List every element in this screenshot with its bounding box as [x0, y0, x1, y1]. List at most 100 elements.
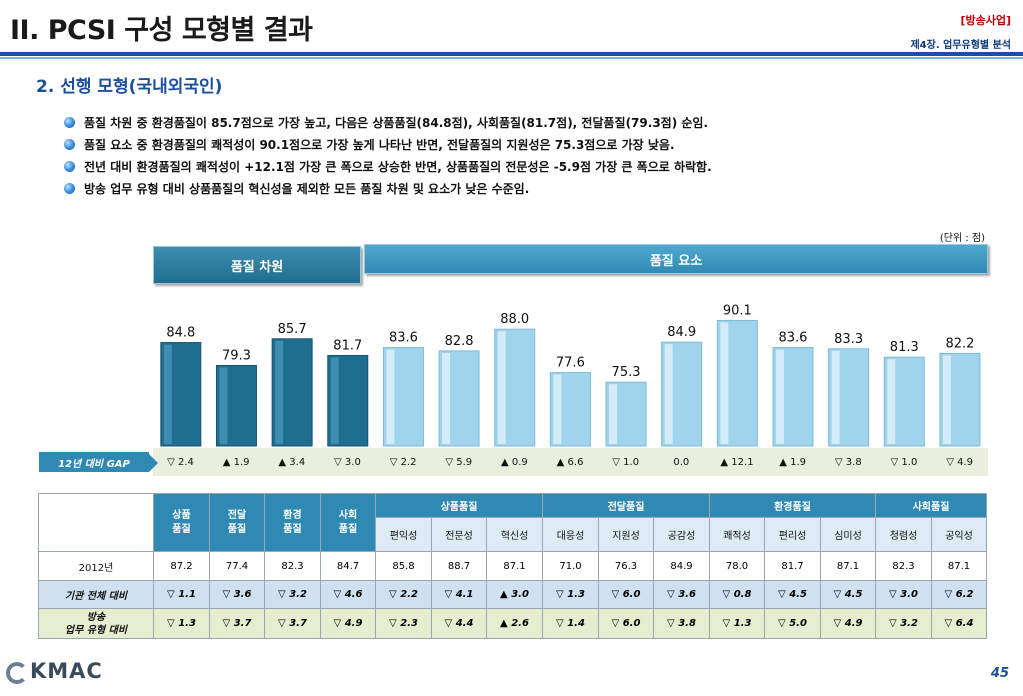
gap-value: ▽ 5.9: [445, 456, 473, 468]
table-cell: 87.1: [931, 551, 987, 581]
table-cell: 87.2: [153, 551, 210, 581]
bar-value-label: 90.1: [723, 303, 752, 318]
bar-highlight: [553, 374, 562, 444]
table-cell: ▽ 3.6: [209, 580, 265, 609]
dimension-header: 전달 품질: [209, 493, 265, 552]
table-cell: 76.3: [598, 551, 654, 581]
gap-label: 12년 대비 GAP: [38, 451, 158, 473]
table-cell: ▽ 1.3: [709, 608, 765, 639]
page-number: 45: [990, 666, 1009, 681]
bar-value-label: 88.0: [500, 312, 529, 327]
bar-highlight: [442, 352, 451, 444]
element-header: 공감성: [653, 517, 710, 552]
bar-highlight: [219, 367, 228, 444]
element-header: 청렴성: [875, 517, 932, 552]
table-cell: 81.7: [764, 551, 821, 581]
page-title: II. PCSI 구성 모형별 결과: [10, 15, 313, 46]
element-header: 전문성: [431, 517, 487, 552]
table-cell: 82.3: [264, 551, 321, 581]
gap-value: ▲ 12.1: [720, 456, 754, 468]
table-cell: ▽ 6.0: [598, 608, 654, 639]
table-cell: ▽ 3.6: [653, 580, 710, 609]
table-cell: ▽ 5.0: [764, 608, 821, 639]
gap-value: ▲ 1.9: [779, 456, 807, 468]
summary-bullets: 품질 차원 중 환경품질이 85.7점으로 가장 높고, 다음은 상품품질(84…: [64, 115, 1004, 203]
bullet-text: 전년 대비 환경품질의 쾌적성이 +12.1점 가장 큰 폭으로 상승한 반면,…: [84, 160, 712, 174]
element-panel-header: 품질 요소: [364, 244, 988, 274]
unit-label: (단위 : 점): [939, 233, 985, 244]
bar-value-label: 81.7: [333, 338, 362, 353]
gap-value: ▲ 6.6: [556, 456, 584, 468]
table-cell: ▽ 1.4: [542, 608, 599, 639]
bar-value-label: 83.6: [778, 331, 807, 346]
table-cell: 85.8: [375, 551, 432, 581]
bar-value-label: 85.7: [278, 322, 307, 337]
bar-highlight: [386, 349, 395, 444]
bar-value-label: 79.3: [222, 348, 251, 363]
table-cell: ▽ 3.0: [875, 580, 932, 609]
table-cell: ▽ 3.7: [209, 608, 265, 639]
table-cell: ▽ 1.3: [542, 580, 599, 609]
gap-value: ▽ 2.2: [389, 456, 417, 468]
element-header: 대응성: [542, 517, 599, 552]
table-cell: ▽ 6.2: [931, 580, 987, 609]
table-cell: ▽ 4.9: [320, 608, 376, 639]
table-cell: ▽ 0.8: [709, 580, 765, 609]
table-cell: 71.0: [542, 551, 599, 581]
bar-value-label: 83.3: [834, 332, 863, 347]
table-cell: ▽ 2.3: [375, 608, 432, 639]
gap-value: ▽ 3.0: [334, 456, 361, 468]
table-cell: ▽ 1.1: [153, 580, 210, 609]
bar-value-label: 77.6: [556, 356, 585, 371]
dimension-header: 환경 품질: [264, 493, 321, 552]
row-label: 방송 업무 유형 대비: [38, 608, 154, 639]
data-table: 상품 품질 전달 품질 환경 품질 사회 품질 상품품질 전달품질 환경품질 사…: [38, 493, 987, 639]
bullet-dot-icon: [64, 183, 75, 194]
row-label: 2012년: [38, 551, 154, 581]
group-header: 상품품질: [375, 493, 543, 518]
bullet-dot-icon: [64, 139, 75, 150]
table-corner: [38, 493, 154, 552]
table-cell: 87.1: [820, 551, 876, 581]
table-cell: 82.3: [875, 551, 932, 581]
bullet-item: 품질 차원 중 환경품질이 85.7점으로 가장 높고, 다음은 상품품질(84…: [64, 115, 1004, 137]
group-header: 환경품질: [709, 493, 876, 518]
table-cell: ▽ 3.7: [264, 608, 321, 639]
bar-highlight: [831, 350, 840, 444]
header-rule-light: [0, 57, 1023, 59]
bullet-dot-icon: [64, 161, 75, 172]
element-header: 편리성: [764, 517, 821, 552]
bar-highlight: [775, 349, 784, 444]
gap-value: ▽ 4.9: [946, 456, 973, 468]
table-cell: 87.1: [486, 551, 543, 581]
bar-highlight: [330, 357, 339, 444]
table-cell: ▽ 4.1: [431, 580, 487, 609]
table-cell: ▽ 4.4: [431, 608, 487, 639]
section-title: 2. 선행 모형(국내외국인): [36, 77, 223, 97]
bar-highlight: [720, 322, 729, 444]
gap-value: ▲ 1.9: [222, 456, 250, 468]
bar-value-label: 75.3: [612, 365, 641, 380]
table-cell: ▽ 4.5: [764, 580, 821, 609]
header-rule: [0, 52, 1023, 56]
gap-value: ▽ 3.8: [834, 456, 862, 468]
bar-value-label: 81.3: [890, 340, 919, 355]
element-header: 심미성: [820, 517, 876, 552]
row-label: 기관 전체 대비: [38, 580, 154, 609]
element-header: 편익성: [375, 517, 432, 552]
bar-highlight: [664, 344, 673, 444]
dimension-header: 상품 품질: [153, 493, 210, 552]
table-cell: ▽ 2.2: [375, 580, 432, 609]
bar-highlight: [887, 359, 896, 444]
dimension-header: 사회 품질: [320, 493, 376, 552]
element-header: 혁신성: [486, 517, 543, 552]
gap-value: ▽ 1.0: [612, 456, 640, 468]
table-cell: ▽ 1.3: [153, 608, 210, 639]
table-cell: 84.9: [653, 551, 710, 581]
bar-highlight: [942, 355, 951, 444]
gap-value: ▲ 3.4: [278, 456, 306, 468]
bar-value-label: 82.2: [945, 336, 974, 351]
bar-value-label: 84.9: [667, 325, 696, 340]
kmac-logo-icon: [6, 662, 28, 684]
